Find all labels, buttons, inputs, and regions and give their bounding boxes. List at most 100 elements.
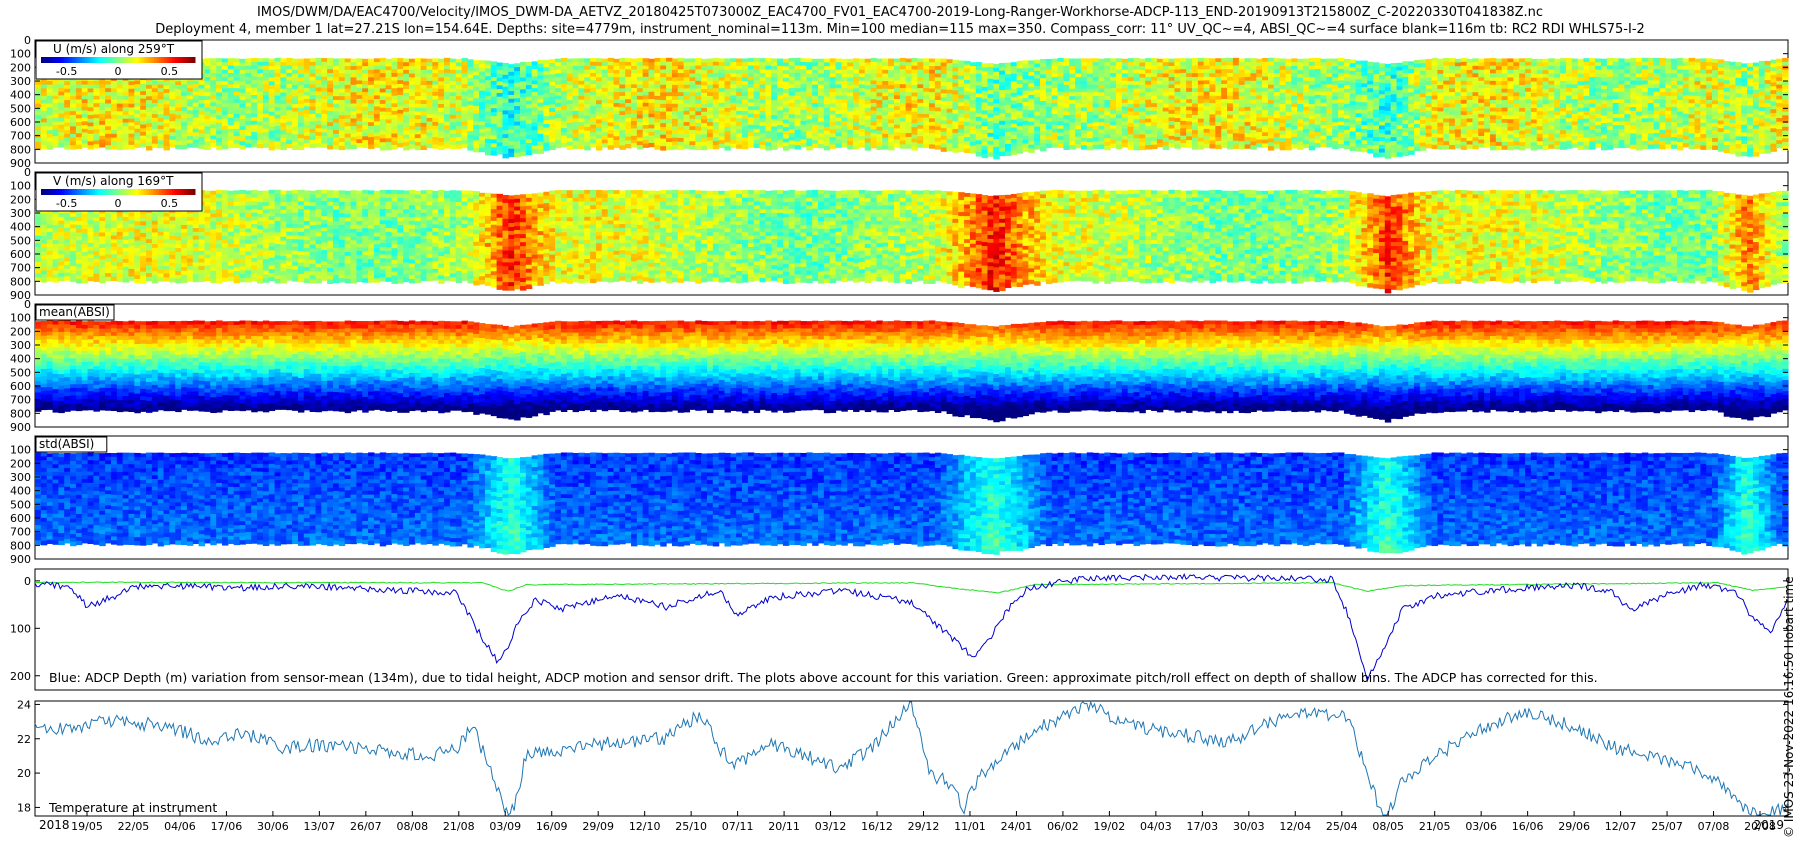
heatmap-cell <box>228 92 234 96</box>
heatmap-cell <box>257 99 263 103</box>
heatmap-cell <box>251 99 257 103</box>
heatmap-cell <box>286 129 292 133</box>
heatmap-cell <box>286 133 292 137</box>
heatmap-cell <box>263 58 269 62</box>
heatmap-cell <box>93 126 99 130</box>
heatmap-cell <box>41 119 47 123</box>
heatmap-cell <box>70 119 76 123</box>
heatmap-cell <box>47 138 53 142</box>
heatmap-cell <box>263 143 269 147</box>
heatmap-cell <box>321 95 327 99</box>
heatmap-cell <box>275 92 281 96</box>
heatmap-cell <box>222 77 228 81</box>
heatmap-cell <box>41 134 47 138</box>
heatmap-cell <box>310 99 316 103</box>
heatmap-cell <box>263 66 269 70</box>
heatmap-cell <box>64 104 70 108</box>
heatmap-cell <box>310 114 316 118</box>
heatmap-cell <box>327 62 333 66</box>
heatmap-cell <box>315 99 321 103</box>
heatmap-cell <box>187 143 193 147</box>
heatmap-cell <box>128 145 134 149</box>
heatmap-cell <box>292 112 298 116</box>
heatmap-cell <box>47 100 53 104</box>
heatmap-cell <box>140 125 146 129</box>
heatmap-cell <box>128 96 134 100</box>
heatmap-cell <box>310 136 316 140</box>
heatmap-cell <box>304 103 310 107</box>
heatmap-cell <box>275 137 281 141</box>
heatmap-cell <box>88 130 94 134</box>
heatmap-cell <box>327 81 333 85</box>
heatmap-cell <box>216 96 222 100</box>
heatmap-cell <box>333 96 339 100</box>
heatmap-cell <box>240 134 246 138</box>
heatmap-cell <box>164 93 170 97</box>
heatmap-cell <box>175 141 181 145</box>
heatmap-cell <box>315 143 321 147</box>
heatmap-cell <box>199 137 205 141</box>
heatmap-cell <box>105 84 111 88</box>
heatmap-cell <box>181 81 187 85</box>
heatmap-cell <box>123 107 129 111</box>
heatmap-cell <box>280 123 286 127</box>
heatmap-cell <box>134 95 140 99</box>
heatmap-cells <box>35 58 1789 160</box>
heatmap-cell <box>187 118 193 122</box>
heatmap-cell <box>76 133 82 137</box>
heatmap-cell <box>35 96 41 100</box>
heatmap-cell <box>76 145 82 149</box>
heatmap-cell <box>292 130 298 134</box>
heatmap-cell <box>146 93 152 97</box>
heatmap-cell <box>240 66 246 70</box>
heatmap-cell <box>333 89 339 93</box>
heatmap-cell <box>169 88 175 92</box>
heatmap-cell <box>158 114 164 118</box>
heatmap-cell <box>41 130 47 134</box>
heatmap-cell <box>275 84 281 88</box>
heatmap-cell <box>99 114 105 118</box>
heatmap-cell <box>152 133 158 137</box>
heatmap-cell <box>216 89 222 93</box>
heatmap-cell <box>47 134 53 138</box>
heatmap-cell <box>251 121 257 125</box>
heatmap-cell <box>310 118 316 122</box>
heatmap-cell <box>140 102 146 106</box>
heatmap-cell <box>70 115 76 119</box>
heatmap-cell <box>204 126 210 130</box>
heatmap-cell <box>228 125 234 129</box>
heatmap-cell <box>240 123 246 127</box>
heatmap-cell <box>263 62 269 66</box>
heatmap-cell <box>123 145 129 149</box>
heatmap-cell <box>58 143 64 147</box>
heatmap-cell <box>304 95 310 99</box>
heatmap-cell <box>327 96 333 100</box>
heatmap-cell <box>175 85 181 89</box>
heatmap-cell <box>128 81 134 85</box>
heatmap-cell <box>105 126 111 130</box>
heatmap-cell <box>105 122 111 126</box>
heatmap-cell <box>257 107 263 111</box>
heatmap-cell <box>175 96 181 100</box>
heatmap-cell <box>228 77 234 81</box>
heatmap-cell <box>158 129 164 133</box>
heatmap-cell <box>35 115 41 119</box>
heatmap-cell <box>280 74 286 78</box>
heatmap-cell <box>187 81 193 85</box>
heatmap-cell <box>105 107 111 111</box>
heatmap-cell <box>222 130 228 134</box>
heatmap-cell <box>187 107 193 111</box>
heatmap-cell <box>275 103 281 107</box>
heatmap-cell <box>105 92 111 96</box>
heatmap-cell <box>321 140 327 144</box>
heatmap-cell <box>269 116 275 120</box>
heatmap-cell <box>117 134 123 138</box>
heatmap-cell <box>105 96 111 100</box>
heatmap-cell <box>47 104 53 108</box>
heatmap-cell <box>58 125 64 129</box>
heatmap-cell <box>70 130 76 134</box>
heatmap-cell <box>257 118 263 122</box>
heatmap-cell <box>111 88 117 92</box>
heatmap-cell <box>158 107 164 111</box>
heatmap-cell <box>76 85 82 89</box>
